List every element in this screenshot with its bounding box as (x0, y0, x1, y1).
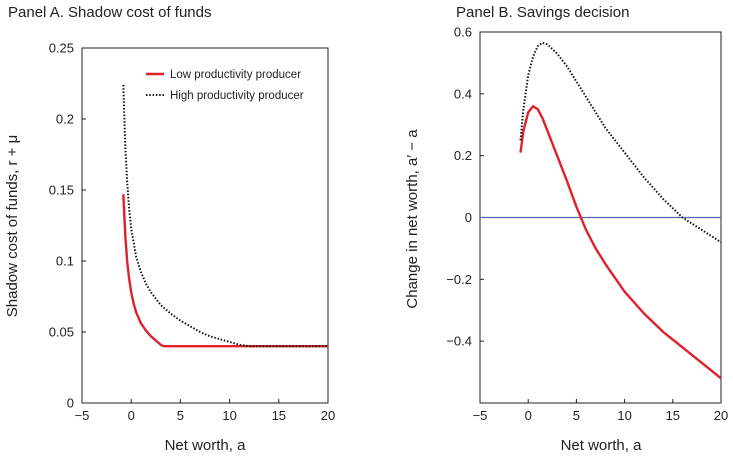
panel-b-ticks: −5 0 5 10 15 20 −0.4 −0.2 0 0.2 0.4 0.6 (446, 25, 728, 424)
panel-b-xlabel: Net worth, a (561, 437, 643, 454)
panel-a-title: Panel A. Shadow cost of funds (8, 4, 211, 21)
panel-b-xtick-label: 15 (666, 408, 680, 423)
panel-b-xtick-label: 5 (573, 408, 580, 423)
panel-b-ytick-label: −0.2 (446, 272, 472, 287)
legend: Low productivity producer High productiv… (137, 58, 324, 108)
panel-b-xtick-label: 10 (617, 408, 631, 423)
panel-b-xtick-label: 20 (714, 408, 728, 423)
panel-a-xtick-label: −5 (75, 408, 90, 423)
panel-a: Panel A. Shadow cost of funds −5 0 5 10 15 20… (4, 4, 335, 454)
panel-b-series-high-productivity-line (519, 41, 722, 244)
panel-b-series (480, 41, 722, 380)
panel-b-ytick-label: 0.4 (454, 86, 472, 101)
panel-a-xlabel: Net worth, a (165, 437, 247, 454)
legend-label-high: High productivity producer (170, 90, 304, 102)
panel-a-ylabel: Shadow cost of funds, r + μ (4, 135, 21, 318)
panel-a-ytick-label: 0.1 (56, 254, 74, 269)
panel-a-ytick-label: 0.15 (49, 183, 74, 198)
panel-a-xtick-label: 0 (128, 408, 135, 423)
legend-label-low: Low productivity producer (170, 69, 301, 81)
panel-b-ytick-label: 0 (465, 210, 472, 225)
legend-box (137, 58, 324, 108)
panel-a-plot-frame (81, 47, 329, 404)
panel-b: Panel B. Savings decision −5 0 5 10 15 20 −0.4… (404, 4, 728, 454)
panel-b-xtick-label: −5 (473, 408, 488, 423)
panel-a-ytick-label: 0.05 (49, 325, 74, 340)
panel-b-ylabel: Change in net worth, a′ − a (404, 129, 421, 309)
panel-a-xtick-label: 10 (222, 408, 236, 423)
panel-b-ytick-label: 0.6 (454, 25, 472, 40)
panel-b-ytick-label: −0.4 (446, 334, 472, 349)
panel-b-ytick-label: 0.2 (454, 148, 472, 163)
panel-b-title: Panel B. Savings decision (456, 4, 629, 21)
panel-a-xtick-label: 15 (272, 408, 286, 423)
panel-a-ytick-label: 0.25 (49, 41, 74, 56)
panel-a-ytick-label: 0.2 (56, 112, 74, 127)
panel-a-xtick-label: 20 (321, 408, 335, 423)
panel-b-xtick-label: 0 (525, 408, 532, 423)
panel-a-series (122, 84, 328, 348)
panel-a-ytick-label: 0 (67, 396, 74, 411)
panel-b-series-low-productivity-line (519, 104, 722, 380)
panel-a-series-low-productivity-line (122, 194, 328, 348)
panel-a-xtick-label: 5 (177, 408, 184, 423)
panel-a-series-high-productivity-line (122, 84, 328, 348)
